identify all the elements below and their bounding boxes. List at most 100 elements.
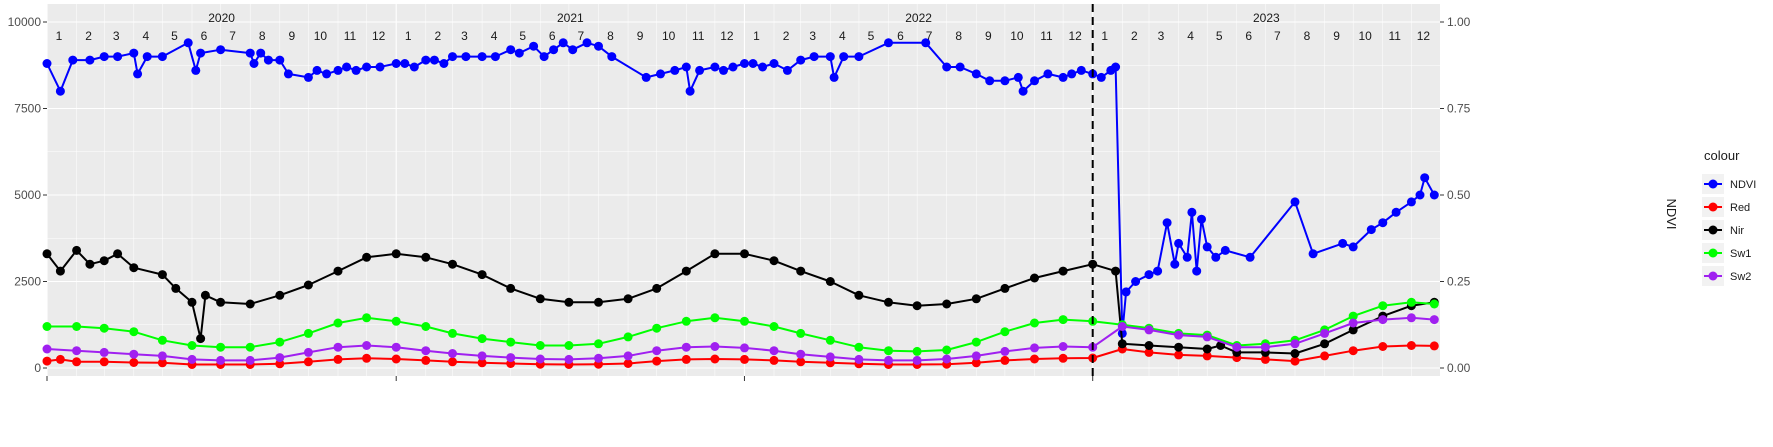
data-point-ndvi bbox=[1420, 173, 1430, 183]
data-point-nir bbox=[769, 256, 779, 266]
data-point-sw1 bbox=[1030, 318, 1039, 328]
month-label: 3 bbox=[113, 29, 120, 43]
right-axis-title: NDVI bbox=[1664, 198, 1679, 229]
data-point-sw1 bbox=[216, 342, 226, 352]
month-label: 12 bbox=[720, 29, 734, 43]
month-label: 2 bbox=[434, 29, 441, 43]
y-right-tick-label: 0.75 bbox=[1447, 102, 1471, 116]
axis-layer: 0 2500 5000 7500 10000 0.00 0.25 0.50 0.75 1.00 bbox=[8, 15, 1471, 381]
data-point-sw2 bbox=[72, 346, 82, 356]
data-point-red bbox=[72, 357, 82, 367]
data-point-ndvi bbox=[955, 62, 965, 72]
data-point-nir bbox=[652, 283, 662, 293]
month-label: 11 bbox=[1040, 29, 1053, 43]
data-point-red bbox=[55, 354, 65, 364]
data-point-ndvi bbox=[1415, 190, 1425, 200]
data-point-sw1 bbox=[72, 322, 82, 331]
data-point-ndvi bbox=[1144, 270, 1154, 280]
data-point-nir bbox=[113, 249, 123, 259]
data-point-sw1 bbox=[245, 342, 255, 352]
legend-label-ndvi: NDVI bbox=[1730, 179, 1756, 191]
data-point-sw2 bbox=[129, 349, 139, 359]
data-point-ndvi bbox=[1406, 197, 1416, 207]
y-right-tick-label: 0.25 bbox=[1447, 275, 1471, 289]
data-point-sw1 bbox=[652, 323, 662, 333]
data-point-ndvi bbox=[1131, 277, 1141, 286]
data-point-ndvi bbox=[1245, 252, 1255, 262]
year-label: 2023 bbox=[1253, 11, 1280, 25]
year-label: 2022 bbox=[905, 11, 932, 25]
data-point-ndvi bbox=[1153, 266, 1163, 276]
data-point-sw1 bbox=[275, 337, 285, 347]
data-point-ndvi bbox=[529, 41, 539, 51]
data-point-sw1 bbox=[303, 328, 313, 338]
data-point-ndvi bbox=[1000, 76, 1010, 86]
month-label: 7 bbox=[229, 29, 236, 43]
data-point-sw2 bbox=[275, 353, 285, 363]
data-point-red bbox=[710, 354, 720, 364]
data-point-ndvi bbox=[607, 52, 617, 62]
data-point-ndvi bbox=[1348, 242, 1358, 252]
data-point-sw2 bbox=[1348, 318, 1358, 328]
legend-marker-nir bbox=[1708, 225, 1718, 235]
data-point-sw2 bbox=[216, 355, 226, 365]
data-point-sw1 bbox=[796, 328, 806, 338]
data-point-ndvi bbox=[839, 52, 849, 62]
data-point-sw2 bbox=[1117, 322, 1127, 331]
data-point-sw1 bbox=[1058, 315, 1068, 325]
data-point-nir bbox=[245, 299, 255, 309]
data-point-ndvi bbox=[825, 52, 835, 62]
data-point-ndvi bbox=[256, 48, 266, 58]
data-point-sw2 bbox=[1030, 343, 1039, 353]
data-point-ndvi bbox=[681, 62, 691, 72]
data-point-nir bbox=[971, 294, 981, 304]
data-point-sw1 bbox=[99, 323, 109, 333]
legend-label-sw1: Sw1 bbox=[1730, 248, 1751, 260]
data-point-sw2 bbox=[42, 344, 52, 354]
data-point-ndvi bbox=[303, 72, 313, 82]
data-point-ndvi bbox=[884, 38, 893, 48]
data-point-nir bbox=[1058, 266, 1068, 276]
data-point-ndvi bbox=[942, 62, 952, 72]
data-point-nir bbox=[942, 299, 952, 309]
data-point-nir bbox=[1144, 341, 1154, 350]
data-point-sw1 bbox=[157, 335, 167, 345]
y-left-tick-label: 10000 bbox=[8, 15, 42, 29]
data-point-nir bbox=[1030, 273, 1039, 283]
month-label: 6 bbox=[1245, 29, 1252, 43]
data-point-nir bbox=[912, 301, 922, 311]
data-point-sw2 bbox=[1429, 315, 1439, 325]
data-point-sw1 bbox=[854, 342, 864, 352]
data-point-sw1 bbox=[391, 316, 401, 326]
data-point-nir bbox=[42, 249, 52, 259]
data-point-red bbox=[362, 353, 372, 363]
y-left-tick-label: 5000 bbox=[14, 188, 41, 202]
data-point-sw1 bbox=[1378, 301, 1388, 311]
data-point-nir bbox=[129, 263, 139, 273]
data-point-sw2 bbox=[333, 342, 343, 352]
data-point-sw1 bbox=[1429, 299, 1439, 309]
data-point-sw2 bbox=[1406, 313, 1416, 323]
year-label: 2021 bbox=[557, 11, 584, 25]
data-point-ndvi bbox=[1174, 238, 1184, 248]
data-point-nir bbox=[825, 277, 835, 286]
data-point-nir bbox=[884, 297, 893, 307]
data-point-sw1 bbox=[1406, 297, 1416, 307]
data-point-sw2 bbox=[884, 355, 893, 365]
data-point-nir bbox=[216, 297, 226, 307]
data-point-nir bbox=[187, 297, 197, 307]
data-point-ndvi bbox=[641, 72, 651, 82]
data-point-nir bbox=[1202, 344, 1212, 354]
data-point-ndvi bbox=[1058, 72, 1068, 82]
data-point-ndvi bbox=[1391, 207, 1401, 217]
data-point-ndvi bbox=[157, 52, 167, 62]
data-point-ndvi bbox=[1013, 72, 1023, 82]
month-label: 10 bbox=[1358, 29, 1372, 43]
data-point-nir bbox=[1000, 283, 1010, 293]
legend-label-red: Red bbox=[1730, 202, 1750, 214]
data-point-sw2 bbox=[477, 351, 487, 361]
data-point-red bbox=[1000, 355, 1010, 365]
data-point-nir bbox=[564, 297, 574, 307]
legend-title: colour bbox=[1704, 148, 1740, 163]
